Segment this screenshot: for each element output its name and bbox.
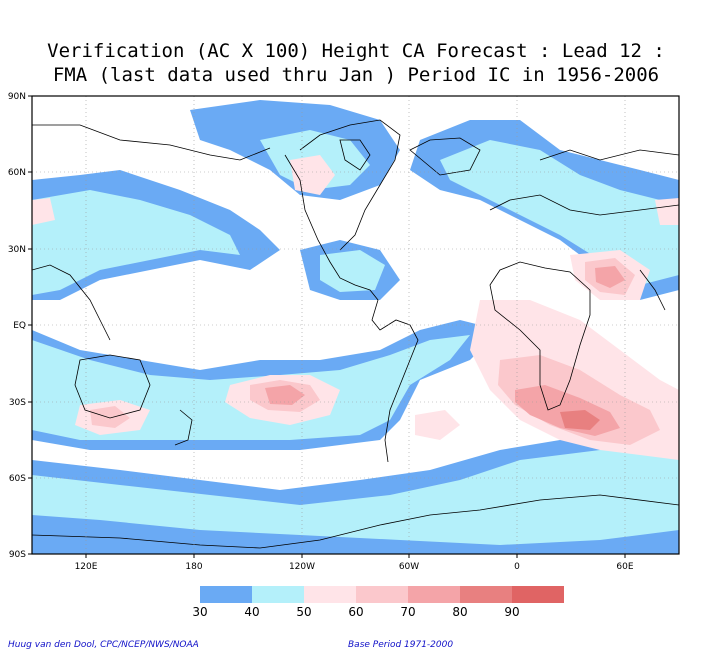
axis-ticks: [28, 95, 626, 558]
x-label-120w: 120W: [289, 562, 315, 572]
colorbar-label-40: 40: [244, 605, 260, 619]
colorbar-label-30: 30: [192, 605, 208, 619]
y-label-30s: 30S: [9, 398, 26, 408]
colorbar-label-70: 70: [400, 605, 416, 619]
colorbar-label-50: 50: [296, 605, 312, 619]
x-label-0: 0: [514, 562, 520, 572]
correlation-shading: [32, 96, 679, 554]
map-title-line-2: FMA (last data used thru Jan ) Period IC…: [52, 64, 660, 86]
x-label-60w: 60W: [399, 562, 419, 572]
colorbar-label-80: 80: [452, 605, 468, 619]
colorbar-swatch-50-60: [304, 586, 356, 603]
y-label-90s: 90S: [9, 550, 26, 560]
y-label-60n: 60N: [8, 168, 26, 178]
x-label-180: 180: [185, 562, 202, 572]
x-label-120e: 120E: [75, 562, 98, 572]
y-label-60s: 60S: [9, 474, 26, 484]
x-label-60e: 60E: [616, 562, 633, 572]
colorbar-swatch-90-100: [512, 586, 564, 603]
colorbar-label-90: 90: [504, 605, 520, 619]
credit-footer: Huug van den Dool, CPC/NCEP/NWS/NOAA: [8, 640, 199, 650]
colorbar-swatch-80-90: [460, 586, 512, 603]
map-title-line-1: Verification (AC X 100) Height CA Foreca…: [47, 40, 665, 62]
base-period-footer: Base Period 1971-2000: [348, 640, 454, 650]
graticule: [32, 96, 679, 554]
colorbar-swatch-30-40: [200, 586, 252, 603]
y-label-eq: EQ: [13, 321, 26, 331]
colorbar-swatch-70-80: [408, 586, 460, 603]
y-label-90n: 90N: [8, 92, 26, 102]
colorbar-swatch-40-50: [252, 586, 304, 603]
coastlines: [32, 119, 679, 549]
y-label-30n: 30N: [8, 245, 26, 255]
colorbar-label-60: 60: [348, 605, 364, 619]
colorbar: [200, 586, 564, 603]
shading-80-90: [560, 410, 600, 430]
colorbar-swatch-60-70: [356, 586, 408, 603]
